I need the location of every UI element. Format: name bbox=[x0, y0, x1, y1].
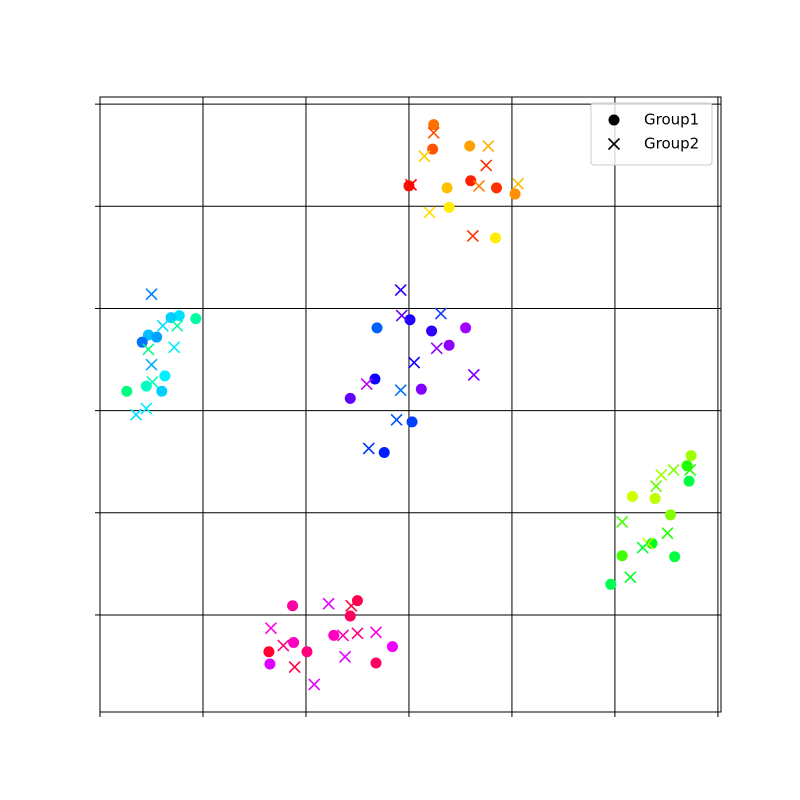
point bbox=[512, 177, 525, 190]
point bbox=[394, 284, 407, 297]
point bbox=[480, 159, 493, 172]
point bbox=[145, 288, 158, 301]
point bbox=[650, 480, 663, 493]
point bbox=[626, 490, 638, 502]
point bbox=[344, 392, 356, 404]
point bbox=[427, 126, 440, 139]
point bbox=[288, 660, 301, 674]
point bbox=[415, 383, 427, 395]
point bbox=[129, 408, 143, 421]
point bbox=[408, 356, 421, 369]
point bbox=[683, 475, 695, 487]
point bbox=[460, 322, 472, 334]
point bbox=[423, 206, 436, 219]
point bbox=[667, 463, 680, 476]
point bbox=[308, 678, 321, 691]
point bbox=[142, 329, 154, 341]
point bbox=[605, 578, 617, 590]
point bbox=[156, 319, 169, 332]
point bbox=[394, 384, 407, 397]
point bbox=[466, 229, 479, 243]
point bbox=[661, 527, 674, 540]
point bbox=[171, 319, 184, 332]
axes-frame bbox=[99, 96, 722, 713]
point bbox=[328, 629, 340, 641]
point bbox=[151, 331, 163, 343]
point bbox=[277, 639, 290, 652]
point bbox=[490, 182, 502, 194]
point bbox=[264, 658, 276, 670]
point bbox=[288, 637, 300, 649]
point bbox=[344, 610, 356, 622]
point bbox=[345, 599, 358, 612]
legend-marker bbox=[607, 137, 621, 151]
point bbox=[322, 597, 335, 610]
point bbox=[140, 402, 153, 415]
legend-label: Group1 bbox=[644, 111, 699, 129]
point bbox=[146, 375, 159, 389]
point bbox=[624, 571, 637, 584]
point bbox=[443, 339, 455, 351]
point bbox=[418, 150, 431, 163]
point bbox=[263, 646, 275, 658]
point bbox=[464, 140, 476, 152]
point bbox=[339, 650, 352, 663]
legend-box bbox=[590, 102, 713, 166]
point bbox=[428, 119, 440, 131]
point bbox=[371, 322, 383, 334]
point bbox=[370, 657, 382, 669]
point bbox=[404, 314, 416, 326]
point bbox=[121, 385, 133, 397]
point bbox=[441, 182, 453, 194]
point bbox=[669, 551, 681, 563]
legend-marker bbox=[608, 114, 620, 126]
point bbox=[482, 139, 495, 153]
point bbox=[360, 378, 373, 391]
point bbox=[489, 232, 501, 244]
point bbox=[369, 373, 381, 385]
point bbox=[140, 380, 152, 392]
point bbox=[443, 201, 455, 213]
point bbox=[156, 385, 168, 397]
point bbox=[434, 307, 447, 320]
point bbox=[145, 358, 158, 371]
point bbox=[430, 342, 443, 355]
point bbox=[390, 413, 403, 426]
point bbox=[472, 179, 486, 192]
point bbox=[509, 188, 521, 200]
point bbox=[636, 541, 649, 554]
point bbox=[159, 370, 171, 382]
point bbox=[142, 343, 155, 356]
point bbox=[426, 325, 438, 337]
point bbox=[684, 463, 697, 476]
point bbox=[465, 175, 477, 187]
point bbox=[362, 442, 375, 455]
point bbox=[646, 537, 658, 549]
point bbox=[655, 468, 668, 482]
point bbox=[616, 550, 628, 562]
point bbox=[301, 646, 313, 658]
point bbox=[616, 515, 629, 529]
point bbox=[395, 309, 408, 322]
point bbox=[336, 629, 350, 642]
point bbox=[386, 641, 398, 653]
point bbox=[351, 627, 364, 640]
legend-label: Group2 bbox=[644, 135, 699, 153]
point bbox=[287, 600, 299, 612]
point bbox=[173, 310, 185, 322]
point bbox=[665, 509, 677, 521]
point bbox=[378, 447, 390, 459]
point bbox=[190, 313, 202, 325]
point bbox=[649, 492, 661, 504]
point bbox=[685, 450, 697, 462]
point bbox=[404, 178, 418, 191]
point bbox=[264, 622, 278, 635]
point bbox=[406, 416, 418, 428]
point bbox=[168, 341, 181, 354]
point bbox=[369, 626, 383, 639]
point bbox=[467, 368, 480, 381]
